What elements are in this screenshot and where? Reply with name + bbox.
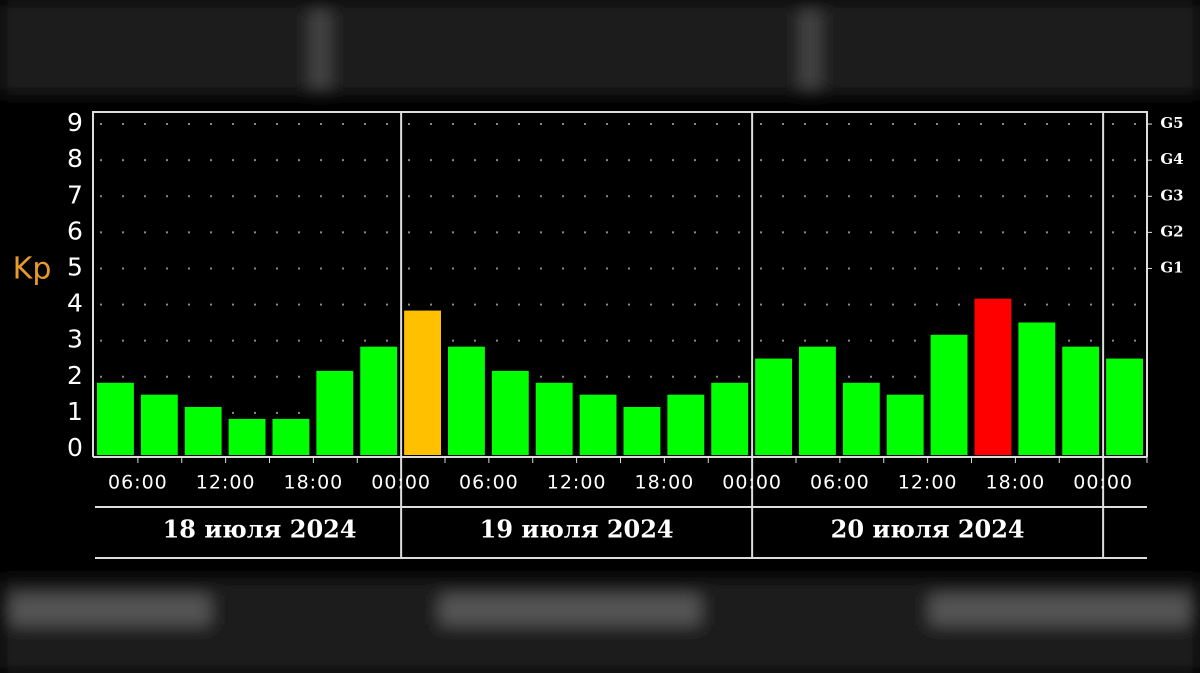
x-tick-label: 00:00 — [371, 472, 431, 494]
bar — [97, 382, 134, 455]
bar — [755, 358, 792, 455]
plot-frame — [92, 111, 1148, 457]
y2-tick-label: G3 — [1160, 186, 1183, 204]
bar — [448, 346, 485, 455]
x-tick-label: 12:00 — [547, 472, 607, 494]
bar — [184, 406, 222, 455]
bar — [404, 310, 441, 455]
y2-tick-label: G4 — [1160, 150, 1183, 168]
bar — [886, 394, 924, 455]
x-tick-label: 12:00 — [898, 472, 958, 494]
y2-tick-label: G5 — [1160, 114, 1183, 132]
bar — [1018, 322, 1056, 455]
x-tick-label: 06:00 — [108, 472, 168, 494]
y2-tick-label: G1 — [1160, 258, 1183, 276]
bar — [711, 382, 749, 455]
y-tick-label: 3 — [67, 325, 83, 354]
y-axis-label: Kp — [13, 252, 52, 287]
date-label: 19 июля 2024 — [480, 515, 674, 544]
bar — [579, 394, 617, 455]
bar — [1106, 358, 1143, 455]
bar — [974, 298, 1012, 455]
y-tick-label: 8 — [67, 144, 83, 173]
bar — [228, 418, 266, 455]
x-tick-label: 00:00 — [1073, 472, 1133, 494]
x-tick-label: 18:00 — [985, 472, 1045, 494]
y-tick-label: 9 — [67, 108, 83, 137]
bar — [623, 406, 661, 455]
bar — [930, 334, 968, 455]
bar — [842, 382, 880, 455]
x-tick-label: 12:00 — [196, 472, 256, 494]
y-tick-label: 1 — [67, 397, 83, 426]
bar — [799, 346, 836, 455]
y-tick-label: 2 — [67, 361, 83, 390]
x-tick-label: 06:00 — [810, 472, 870, 494]
y-tick-label: 6 — [67, 216, 83, 245]
bar — [140, 394, 178, 455]
y-tick-label: 0 — [67, 433, 83, 462]
x-tick-label: 18:00 — [634, 472, 694, 494]
x-tick-label: 18:00 — [283, 472, 343, 494]
date-label: 18 июля 2024 — [163, 515, 357, 544]
bar — [272, 418, 310, 455]
y2-tick-label: G2 — [1160, 222, 1183, 240]
y-tick-label: 5 — [67, 252, 83, 281]
y-tick-label: 7 — [67, 180, 83, 209]
bar — [360, 346, 398, 455]
bar — [667, 394, 705, 455]
x-tick-label: 00:00 — [722, 472, 782, 494]
bar — [316, 370, 354, 455]
y-tick-label: 4 — [67, 289, 83, 318]
bar — [491, 370, 529, 455]
bar — [535, 382, 573, 455]
bar — [1062, 346, 1100, 455]
x-tick-label: 06:00 — [459, 472, 519, 494]
date-label: 20 июля 2024 — [831, 515, 1025, 544]
